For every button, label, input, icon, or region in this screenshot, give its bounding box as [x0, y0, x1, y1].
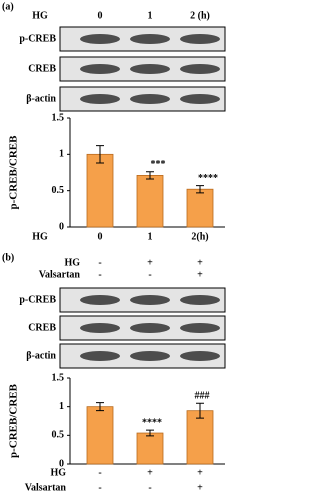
header-column: + [197, 269, 203, 280]
blot-band [130, 351, 170, 361]
y-tick-label: 1.5 [52, 372, 65, 383]
y-axis-label: p-CREB/CREB [8, 383, 20, 458]
header-label: HG [32, 10, 48, 21]
y-tick-label: 0 [59, 458, 64, 469]
y-tick-label: 1 [59, 401, 64, 412]
blot-band [80, 351, 120, 361]
blot-band [130, 34, 170, 44]
blot-label: p-CREB [19, 294, 56, 305]
x-row-value: + [197, 467, 203, 478]
bar [86, 406, 114, 465]
x-row-value: + [197, 482, 203, 493]
error-bar [96, 145, 104, 164]
error-bar [146, 429, 154, 437]
significance-label: *** [151, 159, 166, 170]
error-bar [196, 185, 204, 194]
blot-band [130, 64, 170, 74]
blot-band [180, 34, 220, 44]
blot-label: CREB [28, 63, 56, 74]
bar [186, 410, 214, 465]
bar [86, 153, 114, 228]
blot-band [180, 94, 220, 104]
header-column: 2 (h) [190, 10, 210, 21]
x-tick-label: 1 [148, 231, 153, 242]
blot-band [80, 94, 120, 104]
blot-band [130, 94, 170, 104]
panel-label: (b) [2, 252, 14, 263]
blot-label: β-actin [26, 93, 56, 104]
blot-band [130, 295, 170, 305]
bar [186, 188, 214, 228]
blot-band [180, 323, 220, 333]
header-label: HG [64, 257, 80, 268]
header-column: + [147, 257, 153, 268]
blot-band [180, 64, 220, 74]
x-row-value: - [148, 482, 151, 493]
error-bar [146, 171, 154, 180]
header-column: - [148, 269, 151, 280]
blot-band [80, 295, 120, 305]
y-tick-label: 0.5 [52, 430, 65, 441]
significance-label: ### [195, 391, 210, 402]
y-tick-label: 1 [59, 149, 64, 160]
blot-band [80, 64, 120, 74]
header-column: 1 [148, 10, 153, 21]
x-tick-label: 2(h) [191, 231, 208, 242]
bar [136, 432, 164, 465]
header-label: Valsartan [39, 269, 81, 280]
header-column: - [98, 269, 101, 280]
blot-label: CREB [28, 322, 56, 333]
x-axis-label: HG [32, 231, 48, 242]
blot-label: p-CREB [19, 33, 56, 44]
x-tick-label: 0 [98, 231, 103, 242]
x-row-label: HG [50, 467, 66, 478]
significance-label: **** [142, 417, 162, 428]
significance-label: **** [198, 173, 218, 184]
x-row-value: - [98, 467, 101, 478]
y-tick-label: 0 [59, 221, 64, 232]
error-bar [196, 402, 204, 419]
x-row-value: + [147, 467, 153, 478]
y-tick-label: 0.5 [52, 185, 65, 196]
x-row-value: - [98, 482, 101, 493]
blot-band [180, 295, 220, 305]
panel-label: (a) [2, 1, 14, 12]
blot-band [80, 34, 120, 44]
error-bar [96, 402, 104, 412]
blot-band [130, 323, 170, 333]
bar [136, 175, 164, 228]
header-column: - [98, 257, 101, 268]
blot-band [180, 351, 220, 361]
y-axis-label: p-CREB/CREB [8, 135, 20, 210]
header-column: 0 [98, 10, 103, 21]
header-column: + [197, 257, 203, 268]
y-tick-label: 1.5 [52, 112, 65, 123]
x-row-label: Valsartan [25, 482, 67, 493]
blot-label: β-actin [26, 350, 56, 361]
blot-band [80, 323, 120, 333]
